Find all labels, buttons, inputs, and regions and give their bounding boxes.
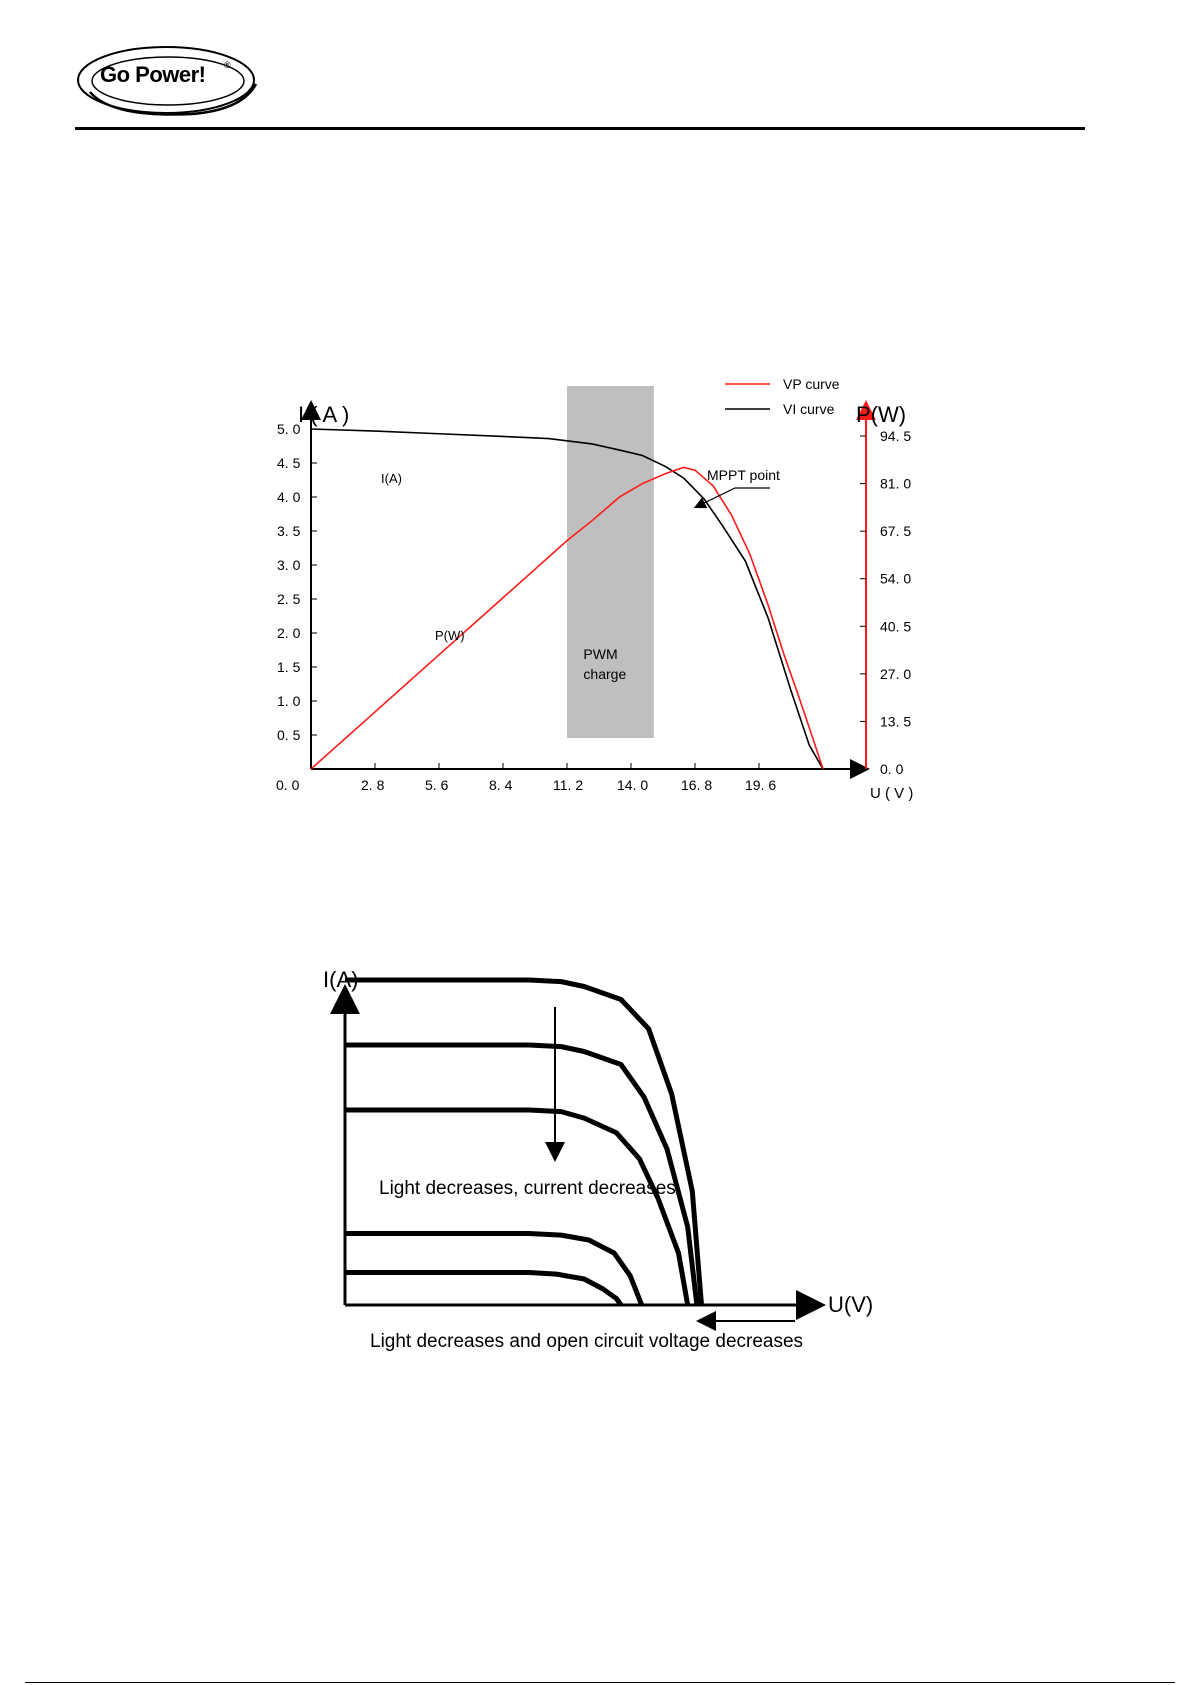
- x-tick-label: 16. 8: [681, 777, 712, 793]
- voltage-decrease-label: Light decreases and open circuit voltage…: [370, 1331, 803, 1352]
- y-left-tick-label: 4. 0: [277, 489, 301, 505]
- logo-swoosh-icon: [77, 46, 258, 116]
- logo-text: Go Power!: [100, 62, 206, 87]
- vi-curve-line: [310, 428, 824, 770]
- x-tick-label: 2. 8: [361, 777, 385, 793]
- y-left-tick-label: 2. 0: [277, 625, 301, 641]
- y-right-tick-label: 27. 0: [880, 666, 911, 682]
- shaded-region-group: PWM charge: [567, 386, 654, 738]
- y-left-tick-label: 2. 5: [277, 591, 301, 607]
- pwm-charge-region: [567, 386, 654, 738]
- y-right-tick-label: 67. 5: [880, 523, 911, 539]
- legend-label-vi: VI curve: [783, 401, 835, 417]
- x-tick-label: 8. 4: [489, 777, 513, 793]
- light-intensity-chart: I(A) U(V) Light decreases, current decre…: [323, 967, 873, 1352]
- annotation-group: MPPT point: [693, 467, 780, 509]
- series-group: I(A) P(W): [310, 428, 824, 770]
- x-tick-label: 14. 0: [617, 777, 648, 793]
- x-tick-label: 0. 0: [276, 777, 300, 793]
- vi-series-label: I(A): [381, 471, 402, 486]
- iv-curve-2: [345, 1042, 700, 1306]
- pwm-label-line1: PWM: [583, 646, 617, 662]
- current-decrease-label: Light decreases, current decreases: [379, 1178, 676, 1199]
- mppt-point-label: MPPT point: [707, 467, 780, 483]
- x-axis-label: U(V): [828, 1292, 873, 1317]
- logo-registered-mark: ®: [224, 60, 231, 70]
- mppt-pointer-line: [693, 487, 770, 509]
- y-left-tick-label: 3. 0: [277, 557, 301, 573]
- iv-curve-1: [345, 977, 704, 1306]
- y-left-tick-label: 1. 0: [277, 693, 301, 709]
- axes-group: [301, 400, 876, 779]
- y-right-tick-label: 0. 0: [880, 761, 904, 777]
- iv-curve-5: [345, 1270, 624, 1307]
- y-left-tick-label: 4. 5: [277, 455, 301, 471]
- y-right-tick-label: 13. 5: [880, 713, 911, 729]
- pwm-label-line2: charge: [583, 666, 626, 682]
- y-left-tick-label: 5. 0: [277, 421, 301, 437]
- y-right-tick-label: 54. 0: [880, 571, 911, 587]
- footer-divider: [25, 1682, 1175, 1683]
- header-divider: [75, 127, 1085, 130]
- y-right-tick-label: 40. 5: [880, 618, 911, 634]
- y-left-tick-label: 0. 5: [277, 727, 301, 743]
- y-left-tick-label: 1. 5: [277, 659, 301, 675]
- vi-vp-chart: PWM charge 0. 0 2. 8 5. 6 8. 4 11. 2 14. 0 16. …: [276, 376, 913, 802]
- y-left-axis-label: I ( A ): [298, 402, 349, 427]
- axis-labels-group: I ( A ) P(W) U ( V ): [298, 402, 913, 802]
- vp-series-label: P(W): [435, 628, 465, 643]
- go-power-logo: Go Power! ®: [72, 40, 262, 120]
- legend-label-vp: VP curve: [783, 376, 840, 392]
- x-axis-label: U ( V ): [870, 785, 913, 802]
- legend: VP curve VI curve: [725, 376, 840, 417]
- x-tick-label: 19. 6: [745, 777, 776, 793]
- iv-curve-3: [345, 1107, 691, 1306]
- y-right-axis-label: P(W): [856, 402, 906, 427]
- series-group: [345, 977, 704, 1307]
- tick-group: 0. 0 2. 8 5. 6 8. 4 11. 2 14. 0 16. 8 19. 6 0. 5…: [276, 421, 911, 793]
- x-tick-label: 11. 2: [553, 777, 583, 793]
- y-right-tick-label: 94. 5: [880, 428, 911, 444]
- y-left-tick-label: 3. 5: [277, 523, 301, 539]
- iv-curve-4: [345, 1231, 645, 1306]
- vp-curve-line: [310, 466, 824, 770]
- x-tick-label: 5. 6: [425, 777, 449, 793]
- y-right-tick-label: 81. 0: [880, 476, 911, 492]
